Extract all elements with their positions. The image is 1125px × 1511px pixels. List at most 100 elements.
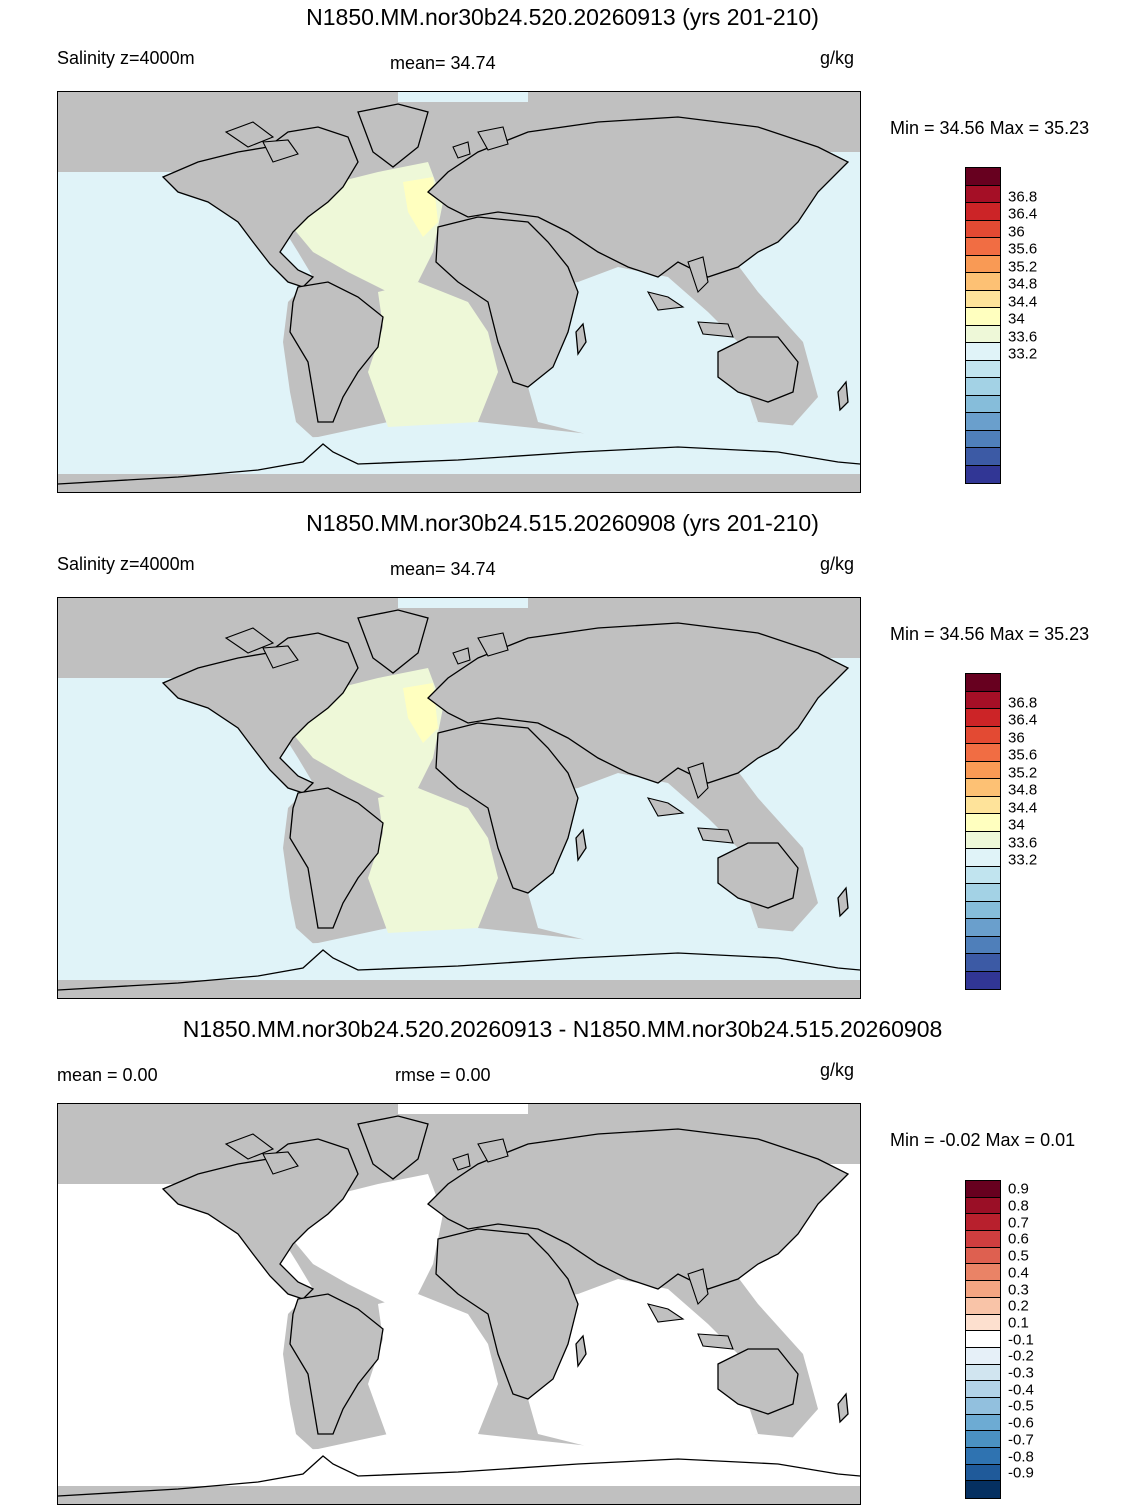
island-1 — [262, 139, 299, 163]
landmass-0 — [161, 1138, 359, 1300]
ocean-southern — [58, 928, 860, 980]
colorbar-swatch — [966, 1314, 1000, 1332]
min-max-label: Min = 34.56 Max = 35.23 — [890, 118, 1090, 138]
colorbar-swatch — [966, 954, 1000, 972]
island-4 — [687, 762, 709, 800]
colorbar-swatch — [966, 1281, 1000, 1298]
map-panel-2: N1850.MM.nor30b24.515.20260908 (yrs 201-… — [0, 506, 1125, 1011]
landmass-6 — [717, 336, 799, 403]
landmass-3 — [427, 622, 850, 784]
colorbar-tick-label: -0.2 — [1008, 1347, 1034, 1365]
colorbar-swatch — [966, 1481, 1000, 1499]
world-map — [57, 91, 861, 493]
colorbar-swatch — [966, 1247, 1000, 1265]
colorbar-swatch — [966, 814, 1000, 832]
ocean-arctic-strip — [398, 1104, 528, 1114]
colorbar-swatch — [966, 203, 1000, 221]
antarctica-coastline — [58, 443, 860, 485]
mean-label: mean = 0.00 — [57, 1065, 158, 1085]
colorbar-swatch — [966, 273, 1000, 291]
colorbar-swatch — [966, 726, 1000, 744]
min-max-label: Min = 34.56 Max = 35.23 — [890, 624, 1090, 644]
landmass-2 — [289, 787, 384, 929]
colorbar-swatch — [966, 185, 1000, 203]
island-2 — [477, 126, 509, 151]
colorbar-swatch — [966, 1297, 1000, 1315]
colorbar — [965, 167, 1001, 484]
colorbar-tick-label: 34.8 — [1008, 781, 1038, 799]
min-max-label: Min = -0.02 Max = 0.01 — [890, 1130, 1076, 1150]
panel-title: N1850.MM.nor30b24.515.20260908 (yrs 201-… — [306, 510, 819, 536]
antarctica-coastline — [58, 949, 860, 991]
colorbar-swatch — [966, 901, 1000, 919]
colorbar-tick-label: -0.6 — [1008, 1414, 1034, 1432]
island-6 — [697, 827, 734, 844]
ocean-southern — [58, 422, 860, 474]
landmass-7 — [837, 1392, 849, 1424]
ocean-arctic-strip — [398, 92, 528, 102]
colorbar-swatch — [966, 779, 1000, 797]
colorbar-tick-label: -0.8 — [1008, 1448, 1034, 1466]
colorbar-tick-label: 36.8 — [1008, 694, 1038, 712]
colorbar-swatch — [966, 255, 1000, 273]
colorbar — [965, 1180, 1001, 1500]
colorbar-swatch — [966, 1181, 1000, 1198]
island-1 — [262, 645, 299, 669]
colorbar-swatch — [966, 1331, 1000, 1348]
landmass-5 — [575, 322, 587, 356]
colorbar-swatch — [966, 1381, 1000, 1398]
colorbar-swatch — [966, 1197, 1000, 1215]
island-4 — [687, 1268, 709, 1306]
colorbar-swatch — [966, 413, 1000, 431]
island-2 — [477, 632, 509, 657]
colorbar-tick-label: 35.2 — [1008, 258, 1038, 276]
antarctica-coastline — [58, 1455, 860, 1497]
island-3 — [452, 1153, 471, 1171]
colorbar-tick-label: 35.6 — [1008, 746, 1038, 764]
island-2 — [477, 1138, 509, 1163]
colorbar-tick-label: 0.7 — [1008, 1214, 1029, 1232]
landmass-1 — [357, 1115, 429, 1180]
units-label: g/kg — [820, 1060, 855, 1080]
map-panel-1: N1850.MM.nor30b24.520.20260913 (yrs 201-… — [0, 0, 1125, 505]
colorbar-tick-label: -0.4 — [1008, 1381, 1034, 1399]
colorbar-swatch — [966, 395, 1000, 413]
colorbar-swatch — [966, 308, 1000, 326]
colorbar-swatch — [966, 378, 1000, 396]
colorbar-swatch — [966, 448, 1000, 466]
island-6 — [697, 1333, 734, 1350]
colorbar-swatch — [966, 1214, 1000, 1232]
landmass-6 — [717, 1348, 799, 1415]
colorbar-swatch — [966, 343, 1000, 361]
colorbar-tick-label: 34.4 — [1008, 293, 1038, 311]
colorbar-tick-label: 33.2 — [1008, 345, 1038, 363]
colorbar-swatch — [966, 744, 1000, 762]
colorbar-tick-label: 33.6 — [1008, 328, 1038, 346]
colorbar-tick-label: 34 — [1008, 310, 1025, 328]
ocean-south-atlantic — [368, 282, 498, 427]
colorbar — [965, 673, 1001, 990]
ocean-indian — [518, 1279, 758, 1454]
landmass-1 — [357, 103, 429, 168]
colorbar-tick-label: 0.5 — [1008, 1247, 1029, 1265]
colorbar-swatch — [966, 430, 1000, 448]
colorbar-swatch — [966, 465, 1000, 483]
mean-label: mean= 34.74 — [390, 53, 496, 73]
landmass-3 — [427, 116, 850, 278]
mean-label: mean= 34.74 — [390, 559, 496, 579]
landmass-5 — [575, 828, 587, 862]
colorbar-tick-label: -0.5 — [1008, 1397, 1034, 1415]
landmass-5 — [575, 1334, 587, 1368]
colorbar-tick-label: 0.2 — [1008, 1297, 1029, 1315]
island-0 — [224, 121, 275, 148]
colorbar-swatch — [966, 761, 1000, 779]
landmass-7 — [837, 380, 849, 412]
colorbar-tick-label: 34.4 — [1008, 799, 1038, 817]
colorbar-tick-label: 36 — [1008, 729, 1025, 747]
variable-label: Salinity z=4000m — [57, 554, 195, 574]
ocean-south-atlantic — [368, 788, 498, 933]
colorbar-tick-label: 36 — [1008, 223, 1025, 241]
colorbar-swatch — [966, 1347, 1000, 1365]
colorbar-tick-label: -0.3 — [1008, 1364, 1034, 1382]
ocean-indian — [518, 773, 758, 948]
